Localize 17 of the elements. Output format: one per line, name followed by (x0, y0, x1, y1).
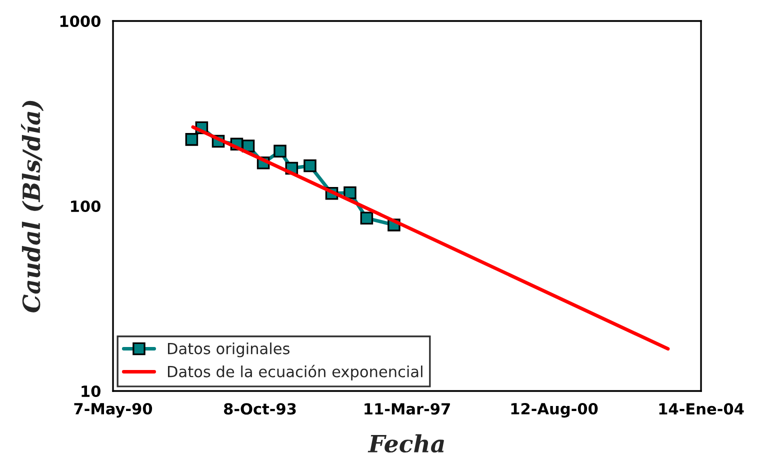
legend-label: Datos originales (168, 342, 290, 358)
point (360, 212, 374, 225)
legend-label: Datos de la ecuación exponencial (168, 364, 422, 380)
y-tick-label: 10 (82, 385, 100, 398)
x-tick-label: 12-Aug-00 (511, 402, 598, 418)
point (185, 133, 198, 146)
x-tick-label: 14-Ene-04 (659, 403, 744, 415)
y-axis-title: Caudal (Bls/día) (21, 100, 44, 312)
x-axis-title: Fecha (368, 434, 444, 453)
y-tick-label: 1000 (60, 15, 100, 28)
x-tick-label: 11-Mar-97 (364, 403, 450, 415)
point (304, 159, 316, 172)
y-tick-label: 100 (71, 200, 100, 212)
x-tick-label: 7-May-90 (74, 402, 152, 418)
x-tick-label: 8-Oct-93 (224, 403, 296, 415)
point (274, 144, 286, 158)
point (344, 186, 356, 200)
